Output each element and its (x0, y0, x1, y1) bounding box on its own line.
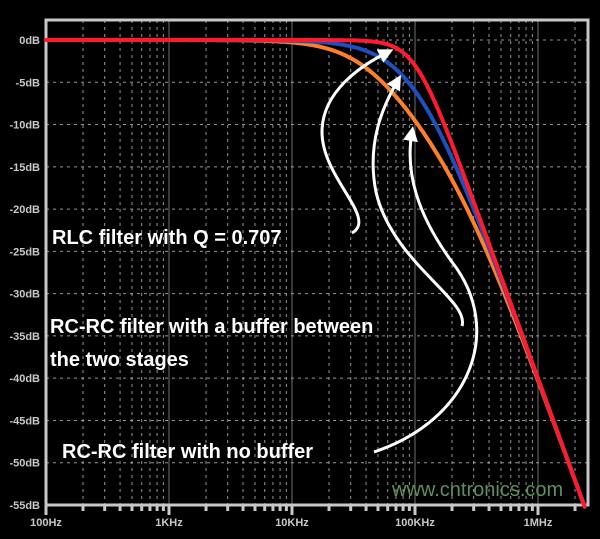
x-tick-label: 10KHz (275, 517, 309, 529)
arrow-rcrc-buffer (371, 74, 464, 327)
series-group (44, 38, 587, 509)
y-tick-label: -40dB (9, 373, 40, 385)
x-tick-label: 1KHz (155, 517, 183, 529)
x-tick-label: 100Hz (30, 517, 62, 529)
annotation-rcrc-buffer-line1: RC-RC filter with a buffer between (50, 316, 373, 338)
annotation-arrows (320, 49, 479, 454)
y-tick-label: -45dB (9, 415, 40, 427)
plot-frame (44, 18, 590, 507)
y-tick-label: -15dB (9, 162, 40, 174)
arrow-rcrc-nobuffer (373, 126, 479, 454)
annotation-rlc: RLC filter with Q = 0.707 (52, 227, 282, 249)
x-tick-label: 100KHz (395, 517, 435, 529)
y-tick-label: -50dB (9, 458, 40, 470)
y-tick-label: -30dB (9, 289, 40, 301)
annotation-rcrc-buffer-line2: the two stages (50, 349, 189, 371)
y-tick-label: -55dB (9, 500, 40, 512)
y-tick-label: 0dB (19, 35, 40, 47)
watermark: www.cntronics.com (391, 479, 563, 501)
x-tick-label: 1MHz (524, 517, 553, 529)
arrow-rlc (320, 49, 394, 235)
series-line-2 (44, 38, 587, 509)
y-tick-label: -35dB (9, 331, 40, 343)
y-tick-label: -20dB (9, 204, 40, 216)
annotation-rcrc-nobuffer: RC-RC filter with no buffer (62, 441, 313, 463)
grid (45, 20, 588, 505)
series-line-1 (44, 38, 587, 509)
y-tick-label: -10dB (9, 120, 40, 132)
y-tick-label: -5dB (16, 77, 41, 89)
axes: 0dB -5dB -10dB -15dB -20dB -25dB -30dB -35dB -40… (9, 18, 590, 529)
series-line-0 (44, 38, 586, 506)
y-tick-label: -25dB (9, 246, 40, 258)
